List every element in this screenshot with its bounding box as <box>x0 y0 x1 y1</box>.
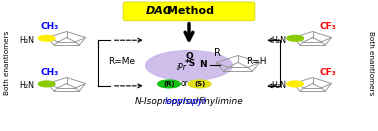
Text: R: R <box>214 48 221 58</box>
Text: O: O <box>185 52 193 61</box>
Text: N: N <box>200 60 207 69</box>
Circle shape <box>188 80 211 88</box>
Text: iPr: iPr <box>177 63 187 72</box>
Text: (S): (S) <box>194 81 205 87</box>
Circle shape <box>287 35 304 41</box>
Text: CH₃: CH₃ <box>40 68 59 77</box>
Text: Method: Method <box>163 6 214 17</box>
Text: Both enantiomers: Both enantiomers <box>368 31 374 95</box>
Circle shape <box>287 81 304 87</box>
Text: R=Me: R=Me <box>108 57 135 66</box>
Text: DAG: DAG <box>146 6 173 17</box>
Text: H₂N: H₂N <box>271 36 286 45</box>
Circle shape <box>38 81 55 87</box>
Text: Both enantiomers: Both enantiomers <box>4 31 10 95</box>
Text: H₂N: H₂N <box>19 81 34 90</box>
Text: H₂N: H₂N <box>271 81 286 90</box>
Text: CF₃: CF₃ <box>320 68 337 77</box>
Circle shape <box>38 35 55 41</box>
Text: R=H: R=H <box>246 57 267 66</box>
Text: H₂N: H₂N <box>19 36 34 45</box>
Text: Isopropyl: Isopropyl <box>165 97 206 106</box>
Text: *S: *S <box>185 59 197 68</box>
Text: CH₃: CH₃ <box>40 22 59 31</box>
Text: CF₃: CF₃ <box>320 22 337 31</box>
Text: (R): (R) <box>163 81 175 87</box>
Text: or: or <box>180 79 188 88</box>
Text: N-Isopropylsulfinylimine: N-Isopropylsulfinylimine <box>135 97 243 106</box>
Circle shape <box>158 80 180 88</box>
FancyBboxPatch shape <box>123 2 255 21</box>
Circle shape <box>146 51 232 80</box>
